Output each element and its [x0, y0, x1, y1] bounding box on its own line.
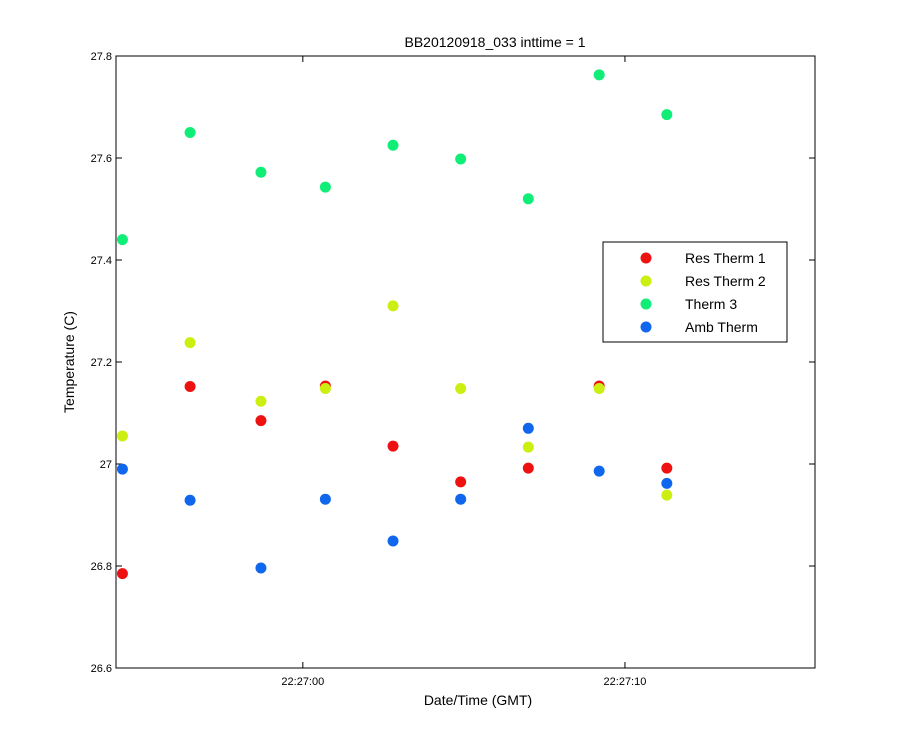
y-tick-label: 26.8: [91, 561, 112, 573]
data-point-res-therm-1: [455, 476, 467, 488]
data-point-res-therm-2: [661, 489, 673, 501]
y-tick-label: 26.6: [91, 663, 112, 675]
data-point-res-therm-2: [319, 383, 331, 395]
x-axis-title: Date/Time (GMT): [424, 692, 532, 708]
data-point-therm-3: [661, 109, 673, 121]
legend-marker: [640, 275, 652, 287]
data-point-res-therm-2: [387, 300, 399, 312]
legend-label: Res Therm 1: [685, 250, 766, 266]
legend-marker: [640, 321, 652, 333]
data-point-amb-therm: [255, 562, 267, 574]
axis-ticks: 26.6 26.8 27 27.2 27.4 27.6 27.8 22:27:00 22:27:…: [91, 51, 815, 688]
data-point-therm-3: [255, 166, 267, 178]
data-point-therm-3: [593, 69, 605, 81]
data-point-amb-therm: [593, 465, 605, 477]
data-point-res-therm-2: [455, 383, 467, 395]
data-point-amb-therm: [522, 422, 534, 434]
y-tick-label: 27.6: [91, 153, 112, 165]
legend: Res Therm 1 Res Therm 2 Therm 3 Amb Therm: [602, 241, 788, 343]
data-point-therm-3: [522, 193, 534, 205]
data-point-therm-3: [184, 127, 196, 138]
data-point-res-therm-2: [255, 395, 267, 407]
y-tick-label: 27.4: [91, 255, 112, 267]
data-point-res-therm-2: [522, 441, 534, 453]
data-point-res-therm-1: [184, 380, 196, 392]
legend-label: Therm 3: [685, 296, 737, 312]
data-points: [116, 69, 673, 580]
legend-box: [602, 241, 788, 343]
data-point-res-therm-1: [116, 568, 128, 580]
x-tick-label: 22:27:10: [604, 676, 647, 688]
y-tick-label: 27.2: [91, 357, 112, 369]
data-point-amb-therm: [661, 477, 673, 489]
legend-marker: [640, 298, 652, 310]
data-point-therm-3: [387, 139, 399, 151]
data-point-amb-therm: [116, 463, 128, 475]
data-point-amb-therm: [387, 535, 399, 547]
data-point-amb-therm: [184, 494, 196, 506]
data-point-res-therm-2: [593, 383, 605, 395]
data-point-res-therm-2: [116, 430, 128, 442]
plot-area: [115, 55, 816, 669]
y-tick-label: 27: [100, 459, 112, 471]
data-point-res-therm-2: [184, 337, 196, 349]
y-tick-label: 27.8: [91, 51, 112, 63]
legend-label: Res Therm 2: [685, 273, 766, 289]
data-point-res-therm-1: [661, 462, 673, 474]
legend-label: Amb Therm: [685, 319, 758, 335]
data-point-therm-3: [319, 181, 331, 193]
y-axis-title: Temperature (C): [61, 311, 77, 413]
legend-marker: [640, 252, 652, 264]
chart-title: BB20120918_033 inttime = 1: [405, 34, 586, 50]
x-tick-label: 22:27:00: [281, 676, 324, 688]
data-point-therm-3: [116, 234, 128, 246]
data-point-amb-therm: [455, 493, 467, 505]
data-point-therm-3: [455, 153, 467, 165]
data-point-res-therm-1: [387, 440, 399, 452]
data-point-amb-therm: [319, 493, 331, 505]
data-point-res-therm-1: [522, 462, 534, 474]
data-point-res-therm-1: [255, 415, 267, 427]
